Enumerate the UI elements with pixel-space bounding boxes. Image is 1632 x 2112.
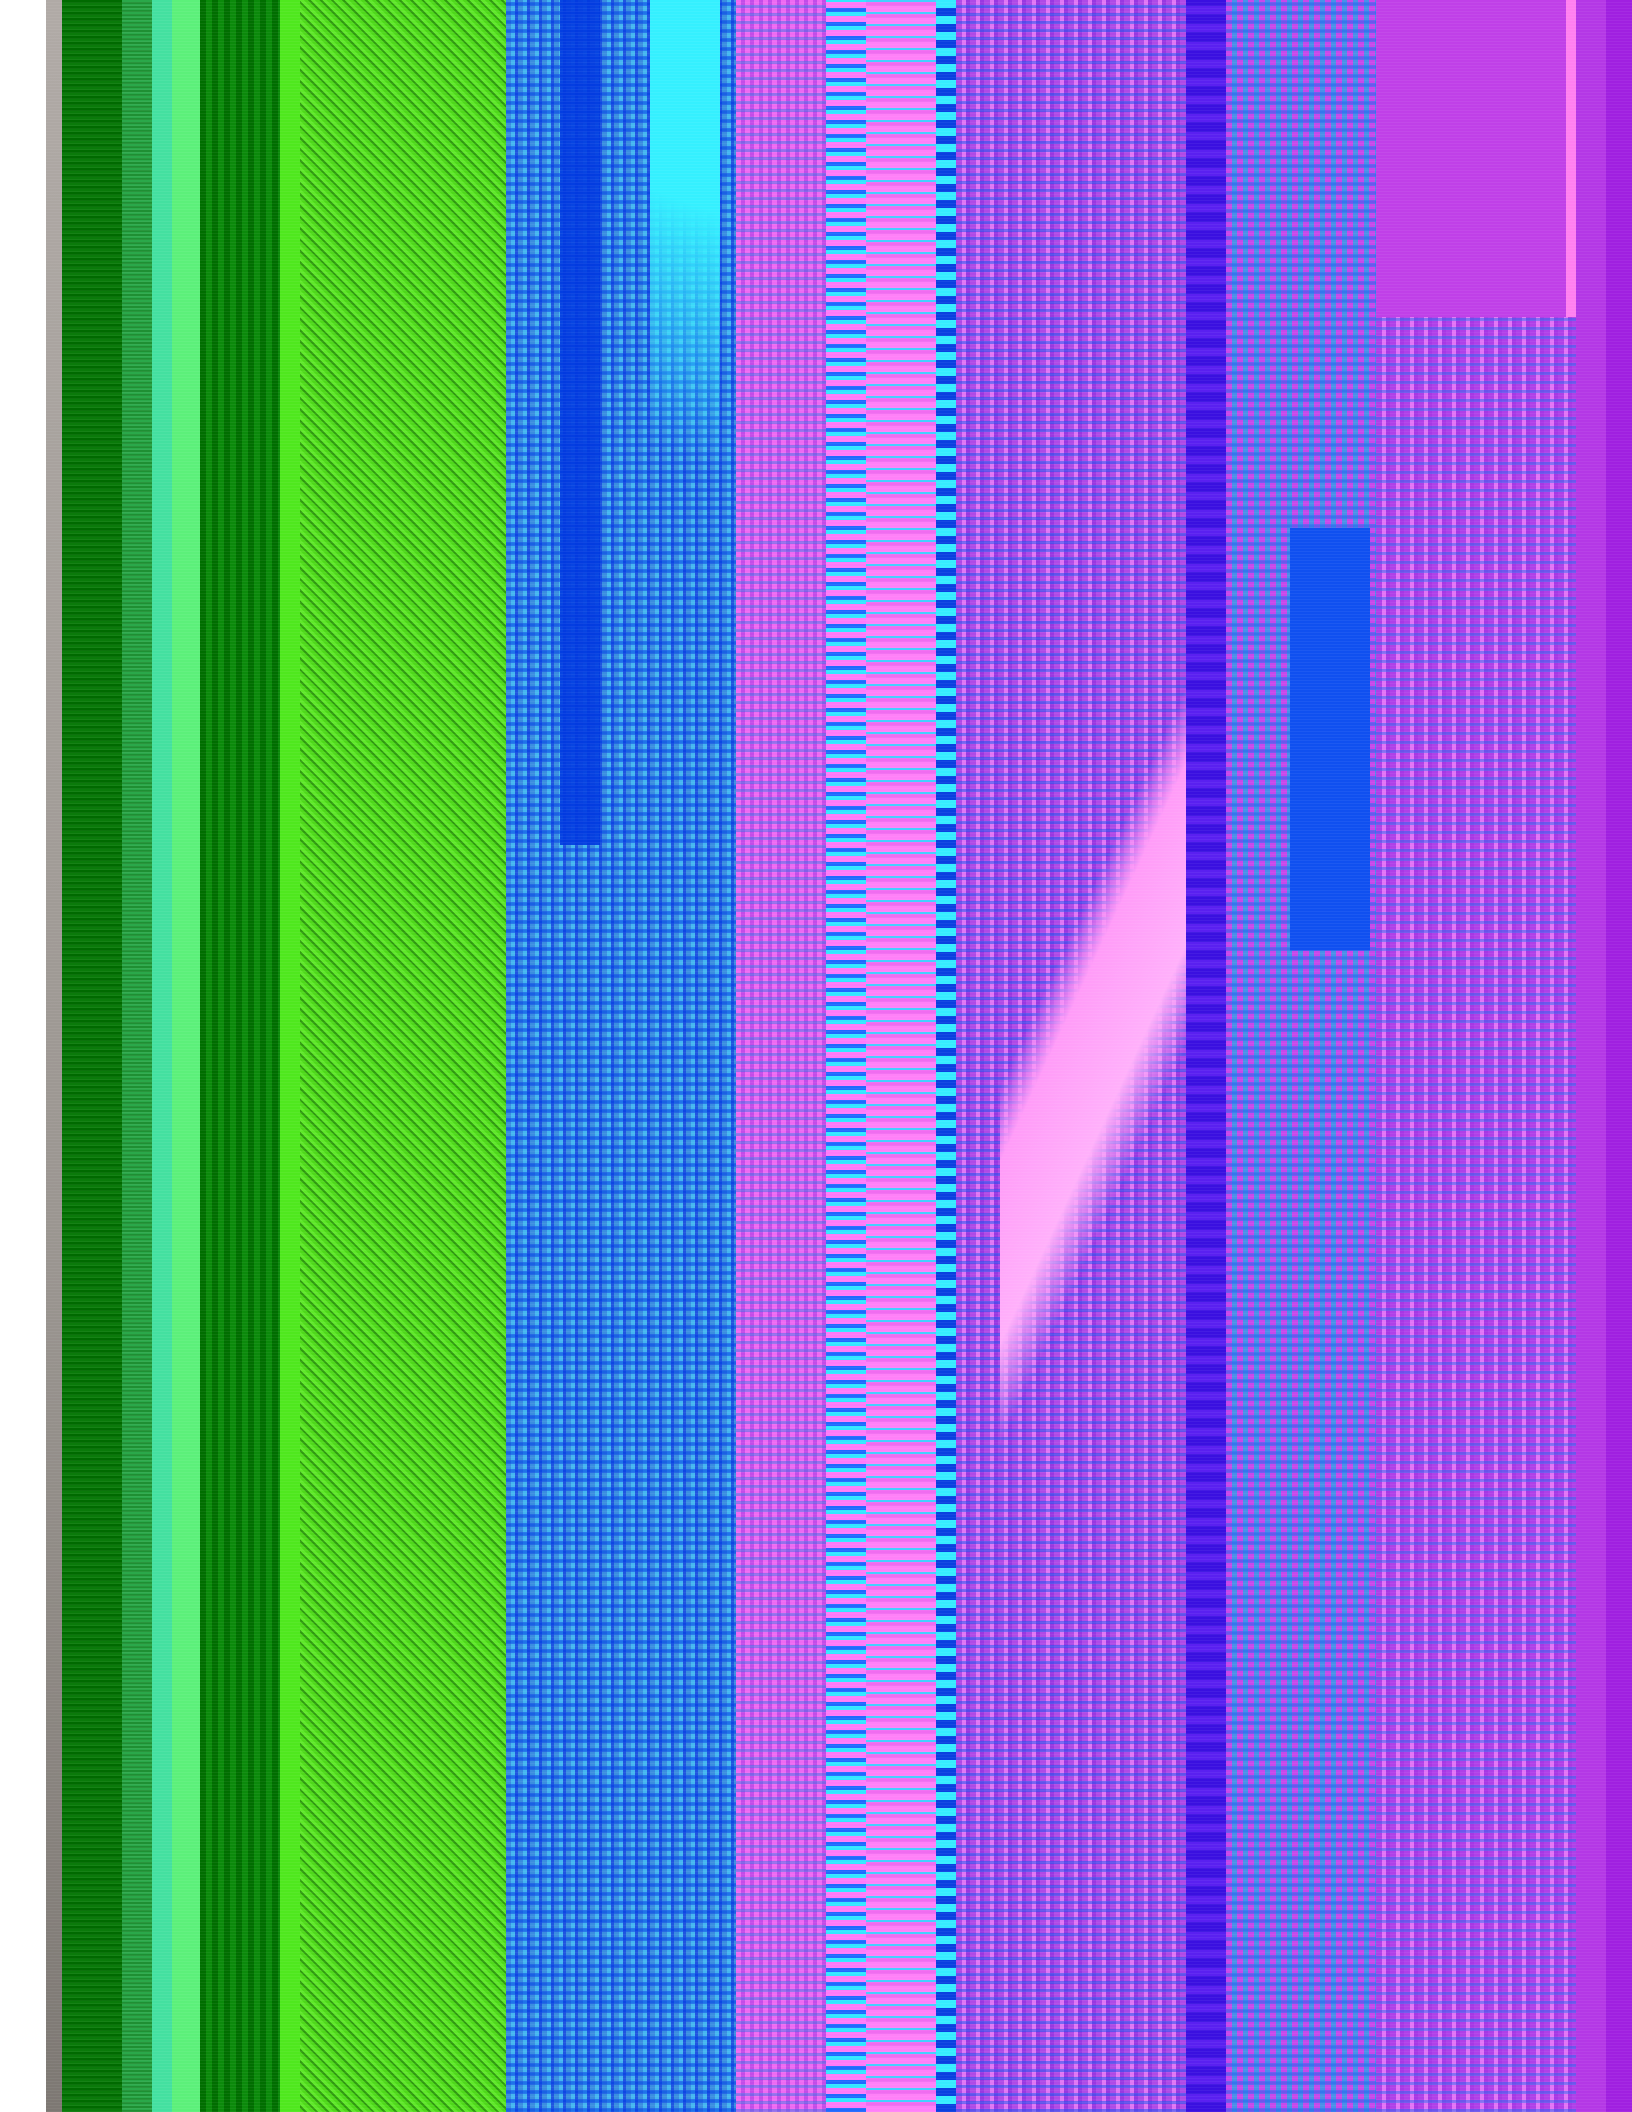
lime-band <box>280 0 300 2112</box>
mint-band <box>152 0 172 2112</box>
green-noise-band <box>300 0 506 2112</box>
right-purple-band <box>1576 0 1606 2112</box>
green-band-mid <box>122 0 152 2112</box>
blue-streak <box>560 0 600 2112</box>
pink-stripe-band <box>866 0 936 2112</box>
pink-diagonal-streak <box>1000 0 1220 2112</box>
magenta-noise-band <box>736 0 826 2112</box>
blue-block <box>1290 0 1370 2112</box>
cyan-streak <box>650 0 720 2112</box>
right-edge-purple-band <box>1606 0 1632 2112</box>
green-band-dark <box>62 0 122 2112</box>
light-green-band <box>172 0 200 2112</box>
violet-band <box>1186 0 1226 2112</box>
mixed-stripe-band <box>826 0 866 2112</box>
green-band-striped <box>200 0 280 2112</box>
left-grey-edge <box>46 0 62 2112</box>
blue-cyan-stripe-band <box>936 0 956 2112</box>
left-white-margin <box>0 0 46 2112</box>
